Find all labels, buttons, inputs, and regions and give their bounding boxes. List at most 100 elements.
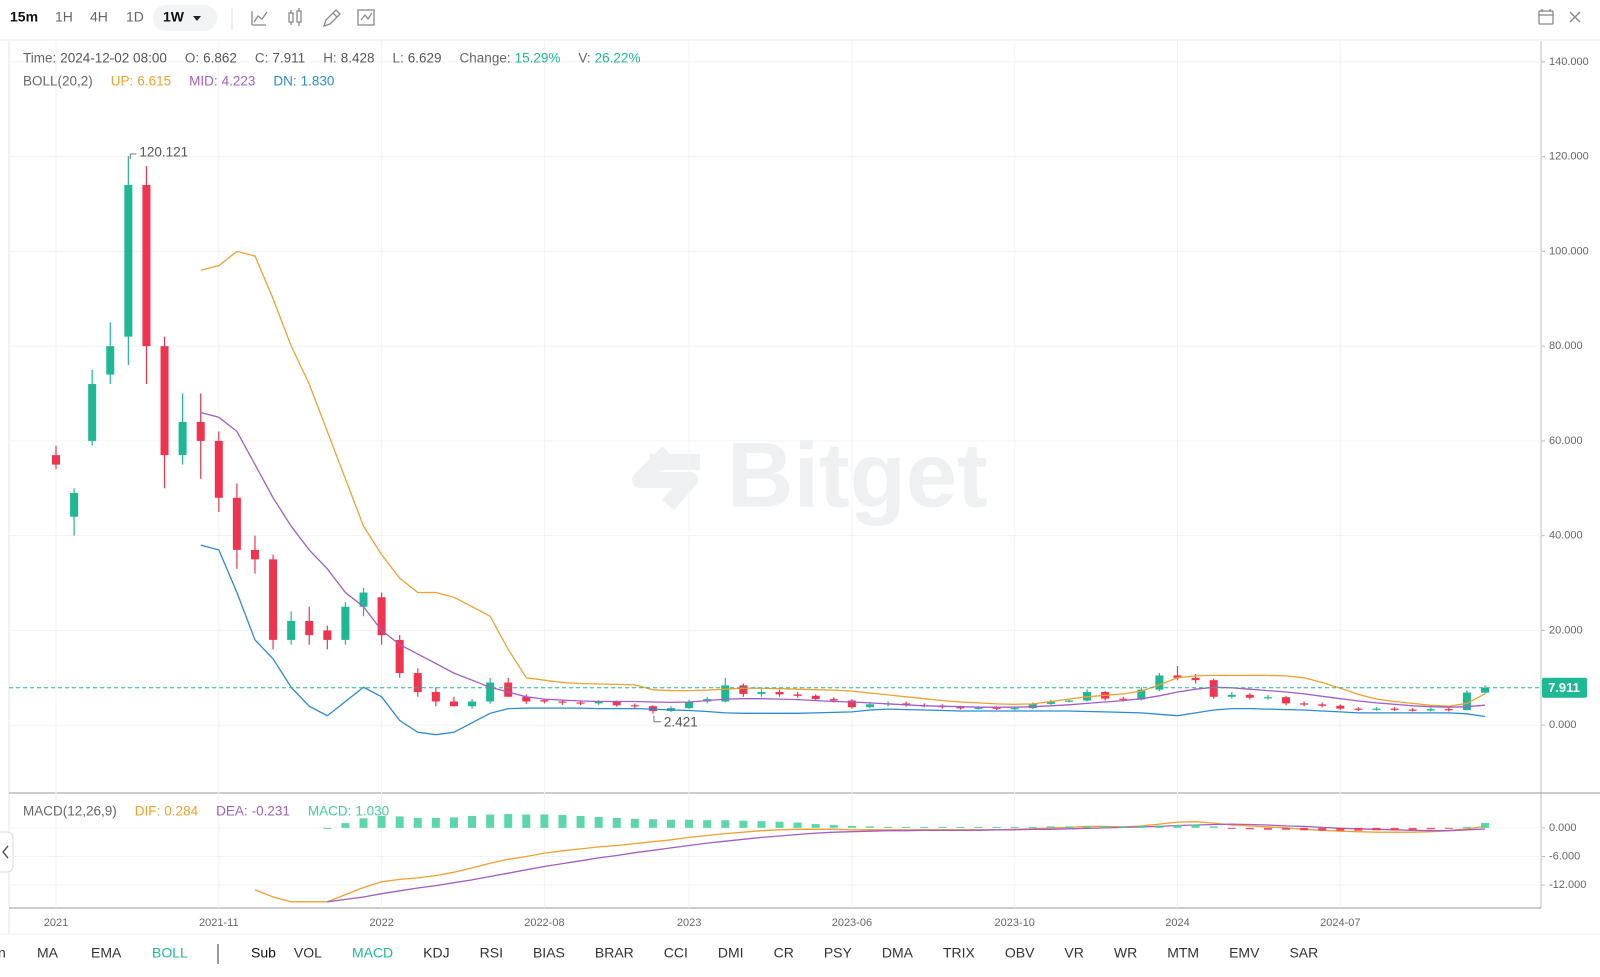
x-tick-label: 2022-08 xyxy=(524,917,564,929)
candle-body xyxy=(70,493,79,517)
macd-histogram-bar xyxy=(648,819,657,828)
macd-histogram-bar xyxy=(1227,827,1236,829)
indicator-option[interactable]: VR xyxy=(1064,945,1083,961)
candle-body xyxy=(1372,708,1381,710)
macd-histogram-bar xyxy=(793,822,802,828)
candle-body xyxy=(160,346,169,456)
interval-option[interactable]: 1W xyxy=(163,9,185,25)
last-price-tag xyxy=(1542,677,1587,698)
boll-line xyxy=(200,411,1486,708)
candle-body xyxy=(685,701,694,709)
candle-body xyxy=(865,704,874,708)
info-label: V: xyxy=(578,51,590,66)
indicator-option[interactable]: WR xyxy=(1114,945,1137,961)
indicator-option[interactable]: CCI xyxy=(664,945,688,961)
info-label: Time: xyxy=(23,51,56,66)
candle-body xyxy=(757,692,766,694)
candle-body xyxy=(1354,708,1363,710)
candle-body xyxy=(1028,703,1037,709)
macd-histogram-bar xyxy=(1191,824,1200,828)
watermark-logo xyxy=(632,446,700,511)
candle-body xyxy=(576,702,585,704)
indicator-option[interactable]: MACD xyxy=(352,945,393,961)
indicator-option[interactable]: PSY xyxy=(824,945,853,961)
macd-histogram-bar xyxy=(1318,827,1327,831)
y-tick-label: 0.000 xyxy=(1549,719,1577,731)
indicator-option[interactable]: DMI xyxy=(718,945,744,961)
calendar-button[interactable] xyxy=(1538,9,1554,25)
y-tick-label: -6.000 xyxy=(1549,850,1580,862)
candle-body xyxy=(377,597,386,636)
candle-body xyxy=(775,692,784,695)
candle-body xyxy=(1137,689,1146,700)
boll-line xyxy=(200,250,1486,707)
low-marker-pointer xyxy=(653,715,661,723)
macd-histogram-bar xyxy=(902,826,911,828)
legend-name: DIF: xyxy=(135,804,161,819)
candle-body xyxy=(431,692,440,702)
candle-body xyxy=(974,707,983,709)
indicator-option[interactable]: VOL xyxy=(294,945,322,961)
indicator-option[interactable]: MTM xyxy=(1167,945,1199,961)
tool-line-chart[interactable] xyxy=(251,11,268,26)
candle-body xyxy=(468,701,477,707)
macd-histogram-bar xyxy=(341,823,350,828)
y-tick-label: 140.000 xyxy=(1549,56,1589,68)
indicator-option[interactable]: KDJ xyxy=(423,945,449,961)
interval-option[interactable]: 15m xyxy=(10,9,38,25)
x-tick-label: 2024 xyxy=(1165,917,1189,929)
indicator-option[interactable]: RSI xyxy=(480,945,503,961)
candle-body xyxy=(1173,675,1182,678)
candle-body xyxy=(449,701,458,707)
macd-histogram-bar xyxy=(884,826,893,828)
macd-histogram-bar xyxy=(739,820,748,828)
macd-histogram-bar xyxy=(630,818,639,828)
macd-histogram-bar xyxy=(685,819,694,828)
macd-histogram-bar xyxy=(431,817,440,828)
interval-option[interactable]: 4H xyxy=(90,9,108,25)
candle-body xyxy=(52,455,60,465)
macd-histogram-bar xyxy=(612,817,621,828)
indicator-option[interactable]: OBV xyxy=(1005,945,1035,961)
macd-histogram-bar xyxy=(1209,826,1218,828)
info-value: 6.629 xyxy=(408,51,442,66)
candle-body xyxy=(250,549,259,560)
x-tick-label: 2022 xyxy=(369,917,393,929)
tool-indicator[interactable] xyxy=(357,9,375,26)
candle-body xyxy=(1245,694,1254,698)
indicator-group-label: n xyxy=(0,945,6,961)
macd-histogram-bar xyxy=(1010,826,1019,828)
indicator-option[interactable]: CR xyxy=(774,945,794,961)
macd-histogram-bar xyxy=(558,814,567,828)
macd-histogram-bar xyxy=(486,814,495,828)
macd-histogram-bar xyxy=(594,816,603,828)
indicator-option[interactable]: MA xyxy=(37,945,59,961)
tool-candle-chart[interactable] xyxy=(288,8,302,26)
interval-option[interactable]: 1D xyxy=(126,9,144,25)
indicator-option[interactable]: EMA xyxy=(91,945,122,961)
x-tick-label: 2023-06 xyxy=(832,917,872,929)
close-button[interactable] xyxy=(1569,11,1581,23)
info-value: 15.29% xyxy=(515,51,561,66)
macd-histogram-bar xyxy=(757,821,766,828)
indicator-option[interactable]: BIAS xyxy=(533,945,565,961)
indicator-option[interactable]: DMA xyxy=(882,945,914,961)
indicator-option[interactable]: TRIX xyxy=(943,945,976,961)
legend-value: -0.231 xyxy=(252,804,290,819)
macd-histogram-bar xyxy=(1028,826,1037,828)
candle-body xyxy=(88,384,97,441)
indicator-option[interactable]: SAR xyxy=(1289,945,1318,961)
indicator-option[interactable]: BOLL xyxy=(152,945,188,961)
interval-option[interactable]: 1H xyxy=(55,9,73,25)
macd-histogram-bar xyxy=(468,815,477,828)
tool-draw[interactable] xyxy=(322,9,341,28)
collapse-tab[interactable] xyxy=(0,831,14,873)
indicator-option[interactable]: EMV xyxy=(1229,945,1260,961)
x-tick-label: 2021 xyxy=(44,917,68,929)
info-value: 2024-12-02 08:00 xyxy=(60,51,167,66)
candle-body xyxy=(612,701,621,706)
macd-histogram-bar xyxy=(1119,826,1128,828)
candle-body xyxy=(214,440,223,498)
indicator-option[interactable]: BRAR xyxy=(595,945,634,961)
